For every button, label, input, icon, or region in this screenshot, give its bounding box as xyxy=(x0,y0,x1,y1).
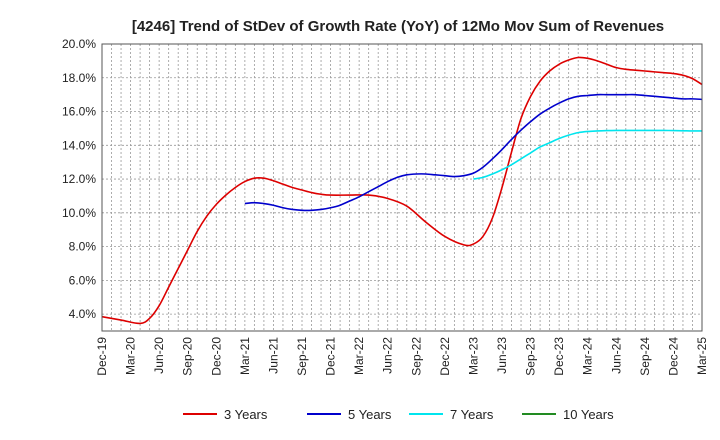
plot-area-frame xyxy=(101,43,703,332)
x-tick-label: Mar-25 xyxy=(695,337,709,375)
x-tick-label: Jun-20 xyxy=(152,337,166,374)
series-lines xyxy=(101,56,703,325)
series-line-5-years xyxy=(244,93,703,212)
x-tick-label: Mar-20 xyxy=(124,337,138,375)
x-tick-label: Dec-21 xyxy=(324,337,338,376)
x-tick-label: Dec-22 xyxy=(438,337,452,376)
legend-label-5-years: 5 Years xyxy=(348,407,392,422)
y-tick-label: 4.0% xyxy=(69,307,97,321)
chart-title: [4246] Trend of StDev of Growth Rate (Yo… xyxy=(132,18,664,35)
x-tick-label: Dec-24 xyxy=(666,337,680,376)
x-tick-label: Mar-22 xyxy=(352,337,366,375)
x-tick-label: Dec-20 xyxy=(209,337,223,376)
x-tick-label: Mar-24 xyxy=(581,337,595,375)
x-tick-label: Sep-21 xyxy=(295,337,309,376)
x-tick-label: Jun-23 xyxy=(495,337,509,374)
y-tick-label: 20.0% xyxy=(62,37,96,51)
y-tick-label: 18.0% xyxy=(62,71,96,85)
series-line-3-years xyxy=(101,56,703,325)
legend: 3 Years 5 Years 7 Years 10 Years xyxy=(183,407,614,422)
y-tick-label: 6.0% xyxy=(69,273,97,287)
x-tick-label: Mar-23 xyxy=(466,337,480,375)
y-tick-label: 14.0% xyxy=(62,138,96,152)
x-tick-label: Sep-24 xyxy=(638,337,652,376)
x-axis-tick-labels: Dec-19 Mar-20 Jun-20 Sep-20 Dec-20 Mar-21 Jun-… xyxy=(95,337,709,376)
x-tick-label: Jun-24 xyxy=(609,337,623,374)
legend-label-10-years: 10 Years xyxy=(563,407,614,422)
legend-label-7-years: 7 Years xyxy=(450,407,494,422)
y-tick-label: 12.0% xyxy=(62,172,96,186)
y-tick-label: 16.0% xyxy=(62,105,96,119)
x-tick-label: Dec-19 xyxy=(95,337,109,376)
y-axis-tick-labels: 4.0% 6.0% 8.0% 10.0% 12.0% 14.0% 16.0% 18.0% 20.… xyxy=(62,37,96,321)
x-tick-label: Sep-23 xyxy=(524,337,538,376)
legend-label-3-years: 3 Years xyxy=(224,407,268,422)
x-tick-label: Sep-20 xyxy=(181,337,195,376)
x-tick-label: Sep-22 xyxy=(409,337,423,376)
y-tick-label: 8.0% xyxy=(69,240,97,254)
x-tick-label: Mar-21 xyxy=(238,337,252,375)
x-tick-label: Jun-22 xyxy=(381,337,395,374)
y-tick-label: 10.0% xyxy=(62,206,96,220)
x-tick-label: Dec-23 xyxy=(552,337,566,376)
series-line-7-years xyxy=(473,129,703,180)
x-tick-label: Jun-21 xyxy=(266,337,280,374)
